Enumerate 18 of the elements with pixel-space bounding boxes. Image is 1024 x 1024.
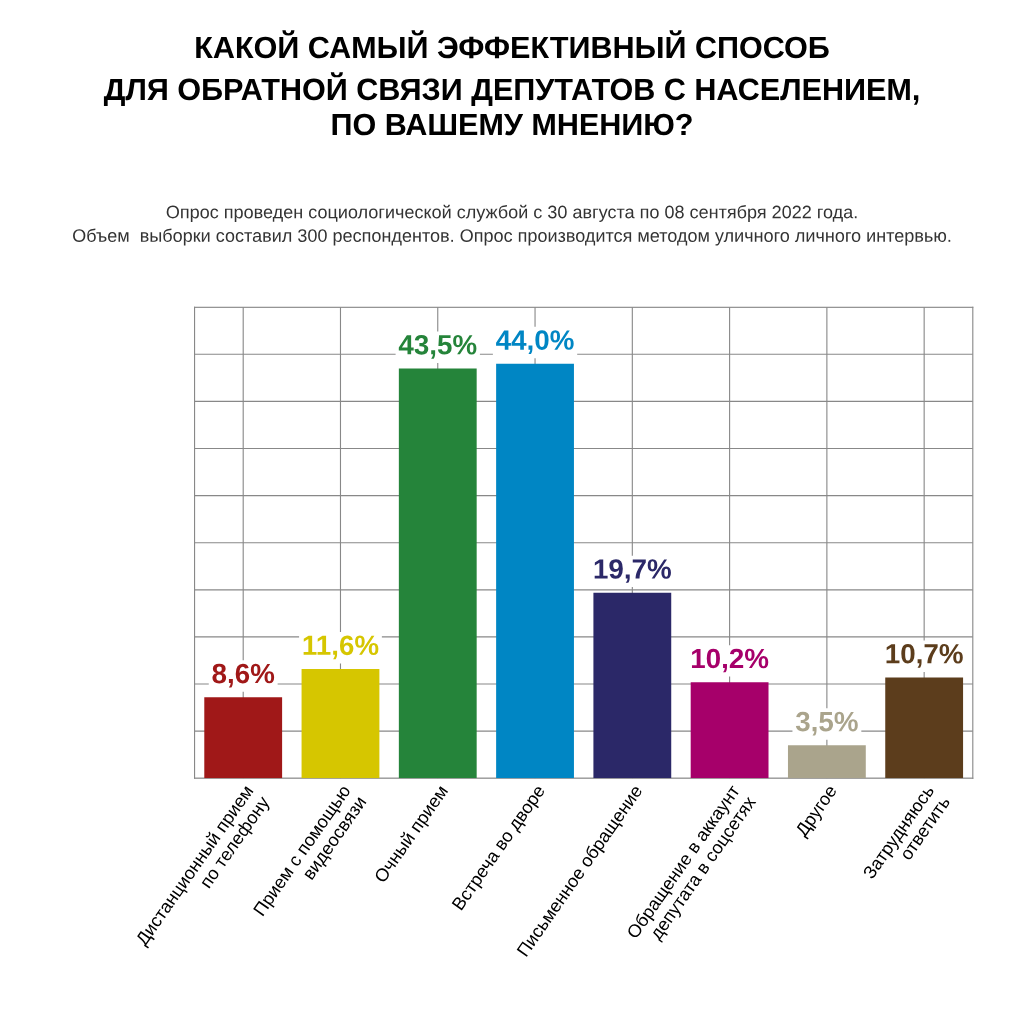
data-label: 10,7% xyxy=(886,643,963,668)
chart-title: КАКОЙ САМЫЙ ЭФФЕКТИВНЫЙ СПОСОБ ДЛЯ ОБРАТНОЙ СВЯЗИ ДЕПУТАТОВ С НАСЕЛЕНИЕМ, ПО ВАШЕМУ МНЕНИЮ? xyxy=(103,30,919,136)
data-label: 19,7% xyxy=(594,559,671,583)
chart-subtitle: Опрос проведен социологической службой с 30 августа по 08 сентября 2022 года. Объем выборки составил 300 респондентов. Опрос производится методом уличного личного интервью. xyxy=(73,204,951,246)
data-label: 3,5% xyxy=(795,711,858,736)
bar xyxy=(593,592,672,779)
data-label: 8,6% xyxy=(212,663,275,688)
bar xyxy=(690,682,769,779)
bar xyxy=(787,745,866,779)
bar xyxy=(496,363,574,779)
bar xyxy=(204,697,283,779)
bar xyxy=(301,668,380,779)
data-label: 11,6% xyxy=(303,635,379,660)
data-label: 43,5% xyxy=(398,334,477,359)
bar xyxy=(398,368,477,779)
data-label: 44,0% xyxy=(496,330,574,354)
data-label: 10,2% xyxy=(691,648,769,673)
bar xyxy=(885,677,964,779)
